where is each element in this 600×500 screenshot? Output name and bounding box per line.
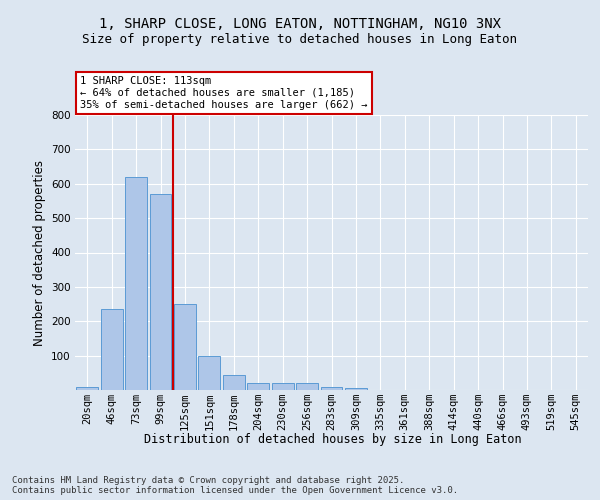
Text: 1, SHARP CLOSE, LONG EATON, NOTTINGHAM, NG10 3NX: 1, SHARP CLOSE, LONG EATON, NOTTINGHAM, … [99,18,501,32]
Bar [76,386,98,390]
Bar [199,356,220,390]
Bar [345,388,367,390]
Bar [320,387,343,390]
Bar [174,304,196,390]
Text: Distribution of detached houses by size in Long Eaton: Distribution of detached houses by size … [144,432,522,446]
Y-axis label: Number of detached properties: Number of detached properties [32,160,46,346]
Text: 1 SHARP CLOSE: 113sqm
← 64% of detached houses are smaller (1,185)
35% of semi-d: 1 SHARP CLOSE: 113sqm ← 64% of detached … [80,76,368,110]
Bar [149,194,172,390]
Bar [223,374,245,390]
Bar [272,383,293,390]
Bar [101,309,122,390]
Bar [247,383,269,390]
Bar [296,383,318,390]
Text: Contains HM Land Registry data © Crown copyright and database right 2025.
Contai: Contains HM Land Registry data © Crown c… [12,476,458,495]
Bar [125,177,147,390]
Text: Size of property relative to detached houses in Long Eaton: Size of property relative to detached ho… [83,32,517,46]
